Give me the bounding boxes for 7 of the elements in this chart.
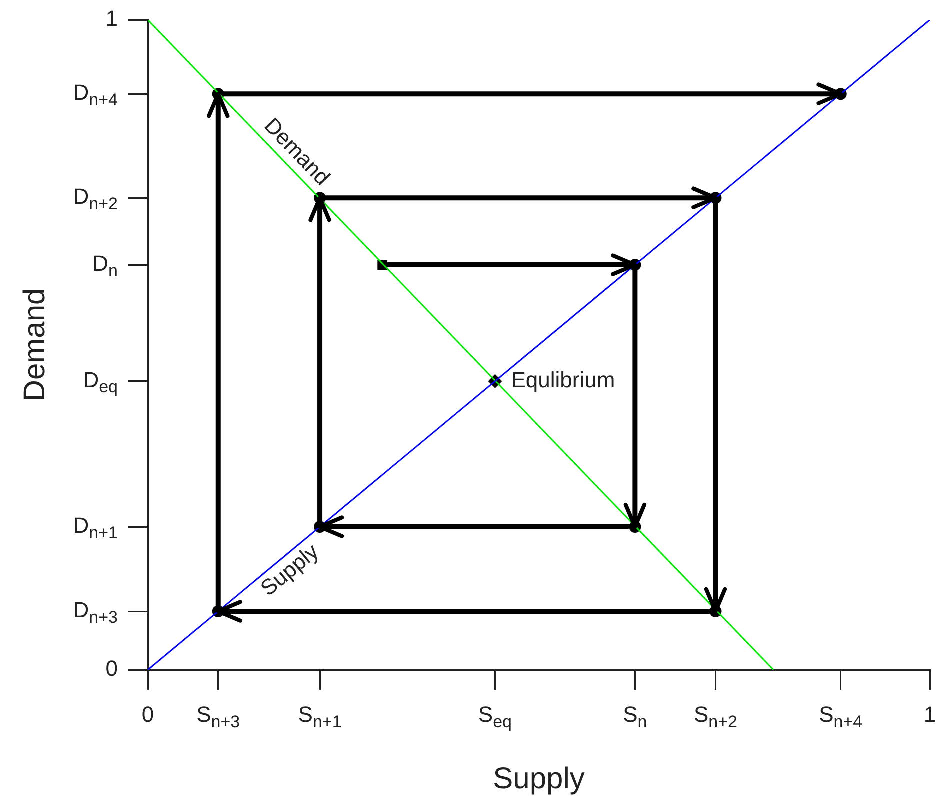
- x-tick-label: 0: [142, 702, 154, 728]
- y-axis-title: Demand: [18, 288, 52, 402]
- x-tick-label: 1: [924, 702, 936, 728]
- y-tick-label: 0: [106, 656, 118, 682]
- x-axis-title: Supply: [493, 762, 585, 796]
- y-tick-label: 1: [106, 6, 118, 32]
- annotation: Equlibrium: [511, 367, 616, 392]
